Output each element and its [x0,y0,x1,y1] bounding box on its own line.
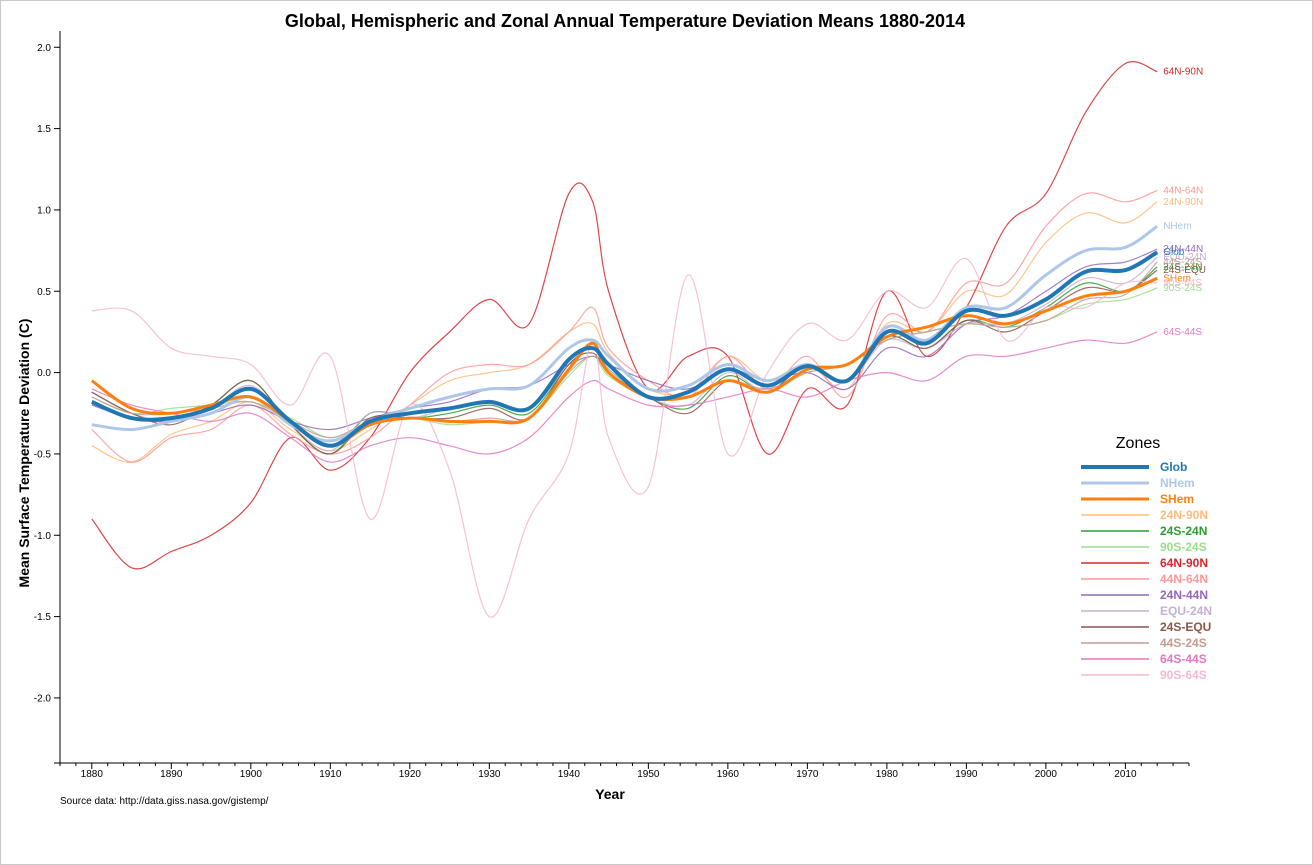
legend-label-24n-90n: 24N-90N [1160,508,1208,522]
x-axis-title: Year [595,786,625,802]
series-line-24n-90n [91,201,1158,463]
chart-title: Global, Hemispheric and Zonal Annual Tem… [285,11,965,31]
x-tick-label: 1970 [796,769,819,780]
y-tick-label: 1.0 [37,205,51,216]
series-line-shem [90,276,1158,448]
axes-layer [54,31,1189,764]
x-tick-label: 1930 [478,769,501,780]
end-label-64s-44s: 64S-44S [1163,327,1202,338]
end-label-24n-44n: 24N-44N [1163,244,1203,255]
y-tick-label: -2.0 [34,693,52,704]
legend-label-64s-44s: 64S-44S [1160,652,1207,666]
end-label-90s-24s: 90S-24S [1163,283,1202,294]
series-line-24s-equ [91,269,1158,455]
x-tick-label: 1920 [399,769,422,780]
x-tick-label: 1910 [319,769,342,780]
end-label-24s-equ: 24S-EQU [1163,265,1206,276]
end-label-44s-24s: 44S-24S [1163,257,1202,268]
legend-label-24n-44n: 24N-44N [1160,588,1208,602]
legend-label-44s-24s: 44S-24S [1160,636,1207,650]
series-layer [90,61,1159,618]
legend-label-nhem: NHem [1160,476,1195,490]
legend-label-24s-equ: 24S-EQU [1160,620,1211,634]
x-ticks: 1880 1890 1900 1910 1920 1930 1940 1950 1960 1970… [59,763,1190,780]
legend: Zones Glob NHem SHem 24N-90N 24S-24N 90S-24S 6… [1081,435,1212,682]
y-tick-label: 2.0 [37,43,51,54]
y-tick-label: 0.5 [37,287,51,298]
end-label-nhem: NHem [1163,221,1191,232]
y-tick-label: 0.0 [37,368,51,379]
end-label-44n-64n: 44N-64N [1163,185,1203,196]
x-tick-label: 1880 [81,769,104,780]
x-tick-label: 1950 [637,769,660,780]
y-axis-title: Mean Surface Temperature Deviation (C) [16,319,32,588]
series-line-64s-44s [91,331,1158,463]
x-tick-label: 1960 [717,769,740,780]
end-label-equ-24n: EQU-24N [1163,252,1206,263]
y-tick-label: 1.5 [37,124,51,135]
x-tick-label: 1980 [876,769,899,780]
series-line-24s-24n [91,266,1158,455]
end-label-shem: SHem [1163,273,1191,284]
end-label-24n-90n: 24N-90N [1163,197,1203,208]
end-label-glob: Glob [1163,247,1185,258]
legend-label-24s-24n: 24S-24N [1160,524,1207,538]
series-line-44n-64n [91,189,1158,463]
series-line-glob [91,250,1159,448]
y-tick-label: -1.5 [34,612,52,623]
end-label-64n-90n: 64N-90N [1163,67,1203,78]
legend-label-90s-64s: 90S-64S [1160,668,1207,682]
end-label-24s-24n: 24S-24N [1163,262,1202,273]
x-tick-label: 2000 [1035,769,1058,780]
series-line-44s-24s [91,261,1158,439]
source-note: Source data: http://data.giss.nasa.gov/g… [60,796,269,807]
legend-label-44n-64n: 44N-64N [1160,572,1208,586]
series-line-nhem [91,224,1159,443]
x-tick-label: 1890 [160,769,183,780]
legend-label-equ-24n: EQU-24N [1160,604,1212,618]
legend-title: Zones [1116,435,1160,452]
series-end-labels: Glob NHem SHem 24N-90N 24S-24N 90S-24S 64N-90N… [1163,67,1206,338]
y-tick-label: -0.5 [34,449,52,460]
legend-label-glob: Glob [1160,460,1187,474]
legend-label-64n-90n: 64N-90N [1160,556,1208,570]
series-line-90s-64s [91,258,1158,618]
legend-label-shem: SHem [1160,492,1194,506]
x-tick-label: 1990 [955,769,978,780]
y-tick-label: -1.0 [34,531,52,542]
x-tick-label: 1900 [240,769,263,780]
end-label-90s-64s: 90S-64S [1163,278,1202,289]
x-tick-label: 1940 [558,769,581,780]
y-ticks: 2.0 1.5 1.0 0.5 0.0 -0.5 -1.0 -1.5 -2.0 [34,43,60,704]
x-tick-label: 2010 [1114,769,1137,780]
legend-label-90s-24s: 90S-24S [1160,540,1207,554]
